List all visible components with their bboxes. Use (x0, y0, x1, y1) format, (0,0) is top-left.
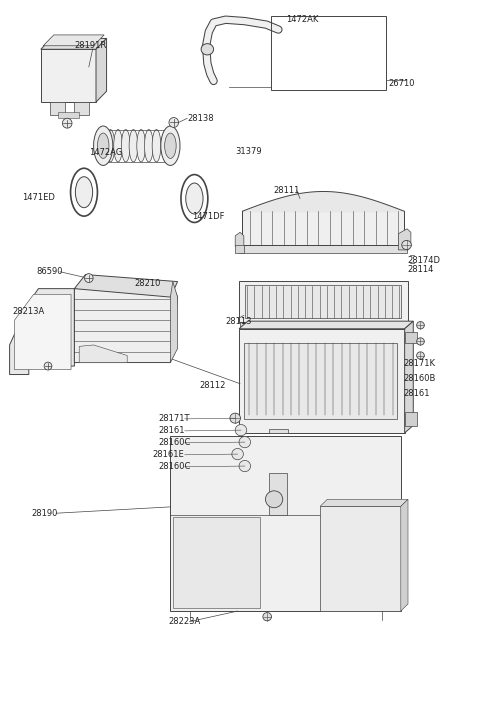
Polygon shape (41, 39, 107, 49)
Ellipse shape (417, 352, 424, 359)
Polygon shape (320, 506, 401, 611)
Text: 28161: 28161 (403, 389, 430, 398)
Polygon shape (79, 345, 127, 363)
Text: 28174D: 28174D (407, 256, 440, 265)
Polygon shape (405, 321, 413, 433)
Polygon shape (96, 39, 107, 102)
Ellipse shape (232, 448, 243, 460)
Bar (271, 16, 386, 90)
Ellipse shape (402, 240, 411, 249)
Ellipse shape (114, 130, 122, 162)
Ellipse shape (106, 130, 115, 162)
Text: 28190: 28190 (31, 509, 58, 517)
Text: 86590: 86590 (36, 268, 62, 276)
Text: 28210: 28210 (134, 279, 161, 288)
Text: 1472AG: 1472AG (89, 149, 122, 157)
Polygon shape (405, 412, 417, 426)
Polygon shape (74, 102, 89, 115)
Text: 28161E: 28161E (153, 451, 184, 459)
Polygon shape (239, 245, 407, 253)
Text: 1471DF: 1471DF (192, 213, 225, 221)
Text: 28161: 28161 (158, 427, 185, 435)
Text: 28113: 28113 (226, 317, 252, 325)
Ellipse shape (94, 126, 113, 165)
Text: 28213A: 28213A (12, 308, 44, 316)
Ellipse shape (97, 133, 109, 158)
Polygon shape (14, 294, 71, 370)
Bar (173, 517, 260, 608)
Ellipse shape (129, 130, 138, 162)
Text: 1472AK: 1472AK (286, 15, 318, 24)
Text: 28191R: 28191R (74, 42, 107, 50)
Ellipse shape (201, 44, 214, 55)
Ellipse shape (230, 413, 240, 423)
Text: 1471ED: 1471ED (22, 193, 54, 201)
Polygon shape (170, 282, 178, 363)
Ellipse shape (263, 612, 272, 621)
Text: 28171K: 28171K (403, 360, 435, 368)
Polygon shape (242, 211, 404, 245)
Polygon shape (41, 49, 96, 102)
Polygon shape (398, 229, 411, 250)
Text: 28138: 28138 (187, 114, 214, 122)
Ellipse shape (169, 118, 179, 127)
Text: 26710: 26710 (389, 79, 415, 87)
Polygon shape (235, 232, 244, 246)
Text: 31379: 31379 (235, 147, 262, 156)
Bar (244, 343, 397, 419)
Ellipse shape (84, 274, 93, 282)
Polygon shape (170, 436, 401, 611)
Polygon shape (320, 499, 408, 506)
Ellipse shape (62, 118, 72, 128)
Ellipse shape (239, 436, 251, 448)
Ellipse shape (161, 126, 180, 165)
Ellipse shape (417, 338, 424, 345)
Polygon shape (43, 35, 104, 46)
Bar (239, 281, 408, 322)
Ellipse shape (417, 322, 424, 329)
Ellipse shape (121, 130, 130, 162)
Ellipse shape (186, 183, 203, 214)
Text: 28223A: 28223A (168, 617, 200, 626)
Ellipse shape (265, 491, 283, 508)
Ellipse shape (165, 133, 176, 158)
Ellipse shape (152, 130, 161, 162)
Text: 28160C: 28160C (158, 463, 191, 471)
Polygon shape (74, 275, 178, 297)
Text: 28111: 28111 (274, 186, 300, 194)
Ellipse shape (44, 362, 52, 370)
Ellipse shape (235, 425, 247, 436)
Ellipse shape (239, 460, 251, 472)
Bar (58, 112, 79, 118)
Bar (245, 285, 401, 318)
Text: 28112: 28112 (200, 382, 226, 390)
Text: 28160B: 28160B (403, 375, 435, 383)
Ellipse shape (75, 177, 93, 208)
Ellipse shape (144, 130, 153, 162)
Polygon shape (240, 322, 406, 327)
Polygon shape (239, 329, 405, 433)
Polygon shape (239, 321, 413, 329)
Polygon shape (10, 289, 74, 375)
Text: 28160C: 28160C (158, 439, 191, 447)
Polygon shape (405, 332, 417, 343)
Bar (268, 429, 288, 433)
Text: 28171T: 28171T (158, 415, 190, 423)
Text: 28114: 28114 (407, 265, 433, 274)
Bar (235, 245, 244, 253)
Ellipse shape (137, 130, 145, 162)
Polygon shape (74, 282, 178, 363)
Polygon shape (50, 102, 65, 115)
Bar (269, 473, 287, 515)
Polygon shape (401, 499, 408, 611)
